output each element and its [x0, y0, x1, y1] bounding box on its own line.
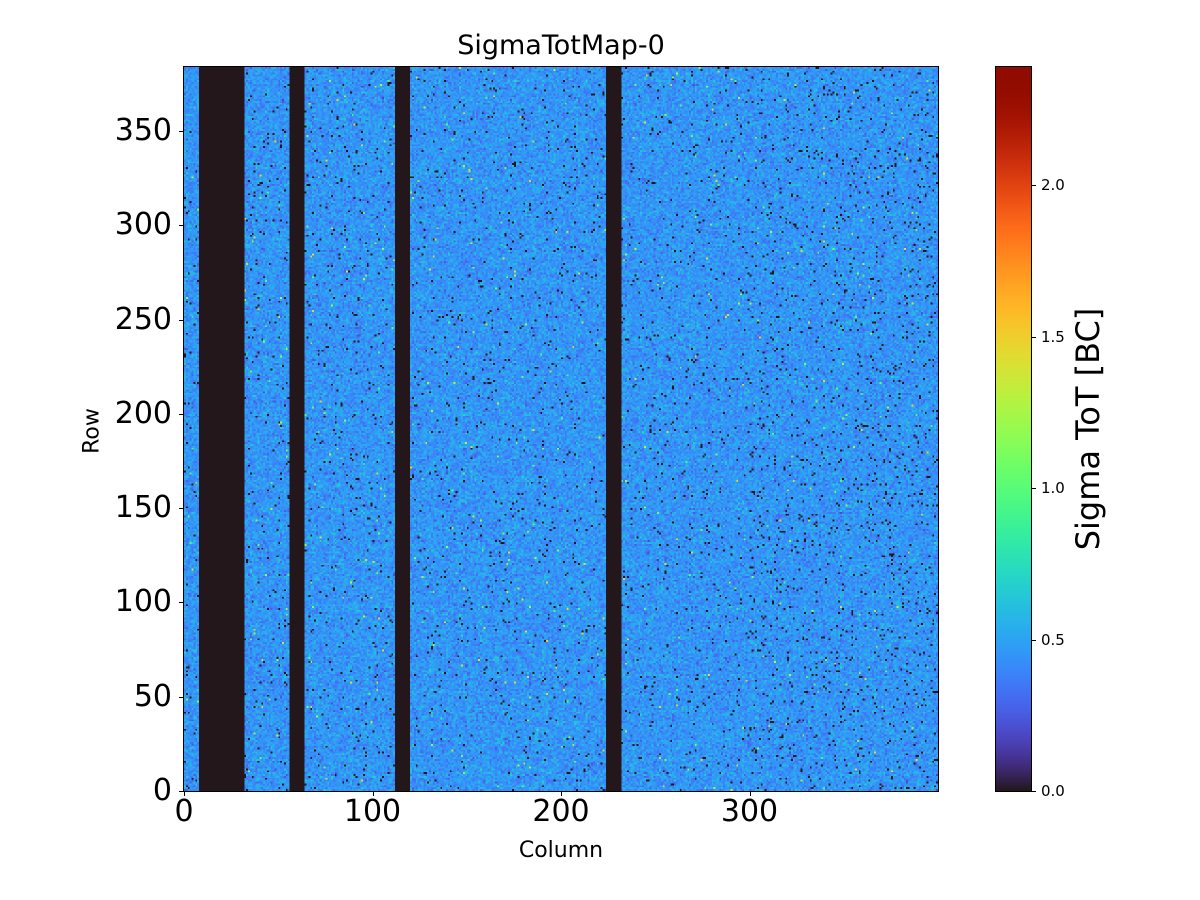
y-tick-mark [179, 413, 184, 415]
x-tick-label: 200 [532, 794, 590, 829]
x-tick-mark [372, 791, 374, 796]
colorbar-tick-mark [1031, 336, 1036, 338]
y-tick-label: 200 [114, 395, 172, 431]
x-tick-label: 0 [174, 794, 194, 829]
y-tick-label: 300 [114, 207, 172, 243]
x-tick-mark [561, 791, 562, 796]
y-tick-mark [179, 319, 184, 321]
x-tick-mark [184, 791, 185, 796]
x-tick-label: 100 [343, 794, 402, 829]
y-tick-label: 100 [114, 584, 172, 620]
y-tick-mark [179, 696, 184, 698]
x-tick-mark [749, 791, 751, 796]
colorbar-tick-mark [1031, 185, 1036, 187]
colorbar-tick-mark [1031, 488, 1036, 490]
y-tick-label: 50 [133, 678, 172, 714]
y-tick-label: 150 [114, 490, 172, 526]
y-tick-label: 250 [114, 301, 172, 337]
y-tick-label: 0 [152, 773, 172, 808]
y-tick-mark [179, 225, 184, 227]
colorbar-tick-label: 1.5 [1041, 327, 1065, 346]
y-tick-mark [179, 791, 184, 792]
x-tick-label: 300 [720, 794, 779, 829]
colorbar-label: Sigma ToT [BC] [1069, 307, 1107, 551]
plot-area [184, 67, 938, 791]
colorbar-tick-label: 1.0 [1041, 479, 1065, 498]
colorbar-tick-mark [1031, 639, 1036, 641]
colorbar-tick-mark [1031, 791, 1036, 792]
y-tick-mark [179, 131, 184, 133]
colorbar-tick-label: 0.5 [1041, 630, 1065, 649]
colorbar [996, 67, 1031, 791]
heatmap-image [184, 67, 938, 791]
y-tick-label: 350 [114, 113, 172, 149]
chart-title: SigmaTotMap-0 [457, 30, 665, 61]
colorbar-tick-label: 0.0 [1041, 782, 1065, 800]
y-tick-mark [179, 508, 184, 510]
x-axis-label: Column [518, 838, 604, 863]
y-tick-mark [179, 602, 184, 604]
colorbar-tick-label: 2.0 [1041, 176, 1065, 195]
